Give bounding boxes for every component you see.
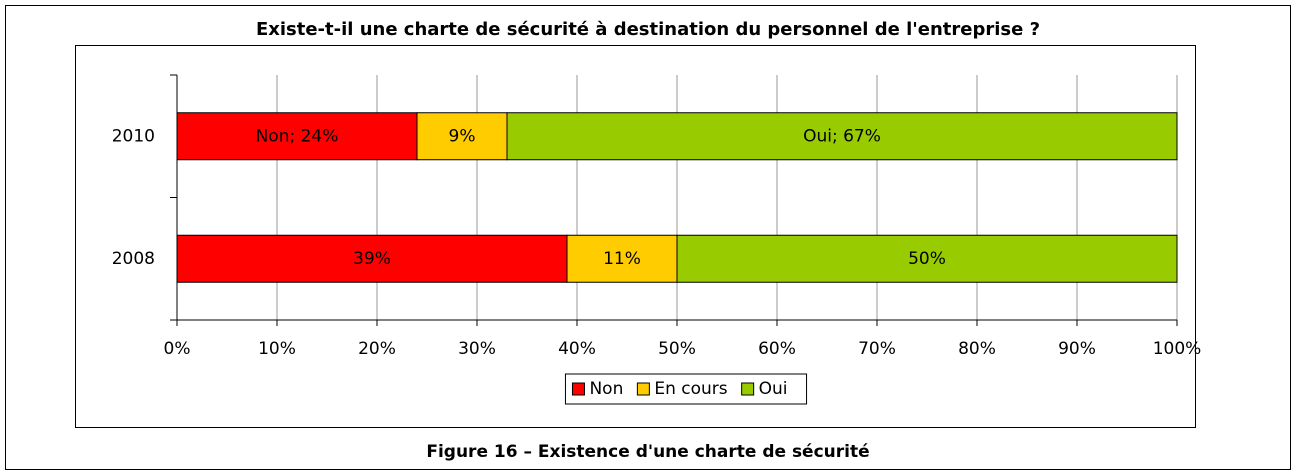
legend-label: En cours — [654, 379, 727, 399]
x-tick-label: 30% — [458, 339, 496, 359]
legend-box — [564, 373, 808, 405]
bar-segment — [416, 112, 508, 161]
bar-segment — [506, 112, 1178, 161]
data-label: 11% — [603, 249, 641, 269]
data-label: 50% — [908, 249, 946, 269]
x-tick-label: 90% — [1058, 339, 1096, 359]
x-tick-label: 40% — [558, 339, 596, 359]
legend-label: Non — [589, 379, 623, 399]
x-tick-label: 20% — [358, 339, 396, 359]
data-label: Oui; 67% — [803, 126, 881, 146]
legend-swatch — [636, 382, 650, 396]
x-tick-label: 70% — [858, 339, 896, 359]
y-tick-label: 2008 — [112, 249, 155, 269]
data-label: Non; 24% — [256, 126, 339, 146]
x-tick-label: 100% — [1153, 339, 1202, 359]
data-label: 39% — [353, 249, 391, 269]
bar-segment — [176, 234, 568, 283]
x-tick-label: 50% — [658, 339, 696, 359]
bar-segment — [566, 234, 678, 283]
legend-swatch — [741, 382, 755, 396]
chart-title: Existe-t-il une charte de sécurité à des… — [256, 19, 1040, 40]
x-tick-label: 80% — [958, 339, 996, 359]
bar-segment — [176, 112, 418, 161]
caption: Figure 16 – Existence d'une charte de sé… — [426, 442, 869, 462]
legend-label: Oui — [759, 379, 788, 399]
y-tick-label: 2010 — [112, 126, 155, 146]
x-tick-label: 10% — [258, 339, 296, 359]
x-tick-label: 60% — [758, 339, 796, 359]
data-label: 9% — [449, 126, 476, 146]
legend-swatch — [571, 382, 585, 396]
x-tick-label: 0% — [164, 339, 191, 359]
bar-segment — [676, 234, 1178, 283]
